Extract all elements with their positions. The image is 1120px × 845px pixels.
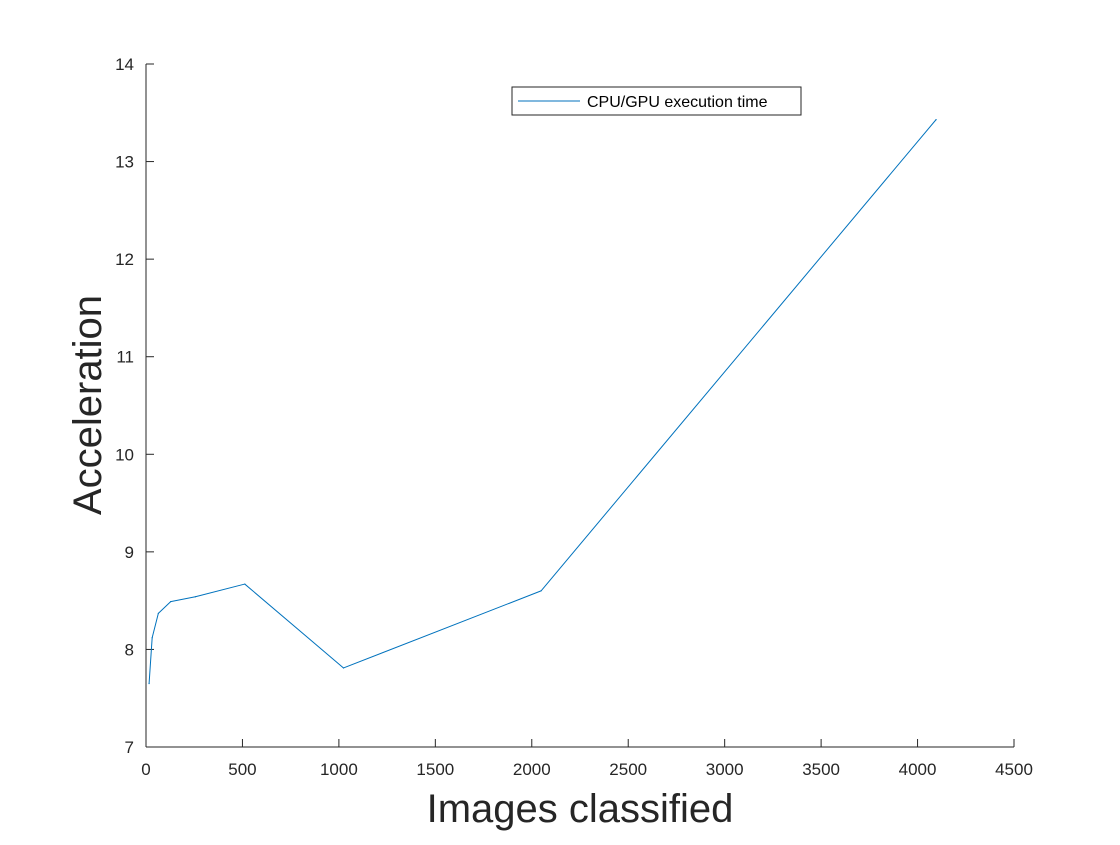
x-tick-label: 1500 <box>416 760 454 779</box>
x-tick-label: 3000 <box>706 760 744 779</box>
data-point <box>194 596 196 598</box>
legend-entry: CPU/GPU execution time <box>587 94 768 111</box>
y-tick-label: 12 <box>115 250 134 269</box>
data-point <box>244 583 246 585</box>
y-tick-label: 7 <box>125 738 134 757</box>
series-lines <box>148 119 937 685</box>
series-line <box>148 119 937 684</box>
y-axis-label: Acceleration <box>66 295 110 515</box>
y-tick-label: 13 <box>115 153 134 172</box>
data-point <box>157 612 159 614</box>
y-ticks: 7 8 9 10 11 12 13 14 <box>115 55 154 757</box>
x-ticks: 0 500 1000 1500 2000 2500 3000 3500 4000 4500 <box>141 739 1033 779</box>
data-point <box>170 601 172 603</box>
x-tick-label: 1000 <box>320 760 358 779</box>
y-tick-label: 11 <box>116 348 134 367</box>
data-point <box>935 119 937 121</box>
data-point <box>148 682 150 685</box>
x-axis-label: Images classified <box>427 787 734 831</box>
data-point <box>151 637 153 639</box>
data-point <box>342 667 345 669</box>
data-point <box>540 590 542 592</box>
y-tick-label: 14 <box>115 55 134 74</box>
x-tick-label: 3500 <box>802 760 840 779</box>
y-tick-label: 8 <box>125 640 134 659</box>
y-tick-label: 10 <box>115 445 134 464</box>
legend: CPU/GPU execution time <box>511 86 802 116</box>
x-tick-label: 0 <box>141 760 150 779</box>
axes <box>145 64 1014 748</box>
x-tick-label: 500 <box>228 760 256 779</box>
x-tick-label: 4000 <box>899 760 937 779</box>
y-tick-label: 9 <box>125 543 134 562</box>
x-tick-label: 2500 <box>609 760 647 779</box>
x-tick-label: 4500 <box>995 760 1033 779</box>
x-tick-label: 2000 <box>513 760 551 779</box>
